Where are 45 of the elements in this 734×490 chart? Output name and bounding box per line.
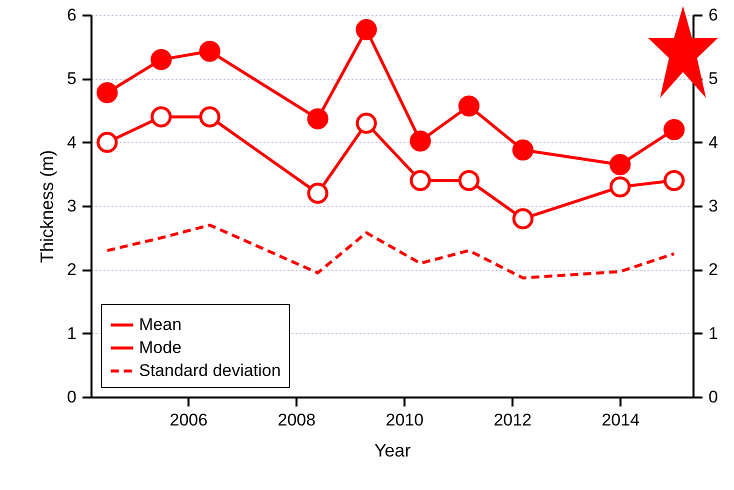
y-tick-label: 0 (67, 388, 76, 406)
x-tick-label: 2012 (494, 410, 532, 430)
y-tick-label: 5 (67, 69, 76, 88)
point (410, 130, 431, 152)
y-tick-label: 4 (67, 132, 76, 152)
point (458, 170, 480, 192)
y2-tick-label: 2 (708, 260, 718, 280)
y2-tick-label: 6 (708, 6, 718, 24)
point (150, 106, 172, 128)
point (96, 132, 118, 153)
point (512, 208, 534, 230)
point (199, 106, 220, 128)
y2-tick-label: 1 (708, 324, 718, 343)
point (512, 139, 534, 161)
point (610, 154, 631, 176)
point (356, 112, 377, 134)
point (664, 170, 685, 192)
point (199, 40, 220, 62)
x-tick-label: 2014 (602, 410, 640, 430)
y-tick-label: 6 (67, 6, 76, 24)
y2-tick-label: 4 (708, 132, 718, 152)
y2-tick-label: 5 (708, 69, 718, 88)
point (664, 119, 685, 140)
y-tick-label: 2 (67, 260, 76, 280)
y2-tick-label: 3 (708, 196, 718, 216)
legend-label: Mode (139, 338, 182, 357)
y2-tick-label: 0 (708, 388, 718, 406)
y-axis-title: Thickness (m) (37, 150, 58, 264)
point (458, 95, 480, 117)
x-axis-title: Year (374, 440, 411, 460)
x-tick-label: 2006 (170, 410, 208, 430)
legend-label: Mean (139, 315, 182, 334)
point (307, 108, 328, 130)
x-tick-label: 2010 (386, 410, 424, 430)
point (150, 49, 172, 70)
x-tick-label: 2008 (278, 410, 316, 430)
legend-label: Standard deviation (139, 361, 281, 380)
line-series (106, 224, 676, 280)
y-tick-label: 1 (67, 324, 76, 343)
y-tick-label: 3 (67, 196, 76, 216)
point (410, 170, 431, 192)
point (96, 82, 118, 104)
point (356, 19, 377, 40)
point (307, 182, 328, 204)
point (610, 176, 631, 198)
